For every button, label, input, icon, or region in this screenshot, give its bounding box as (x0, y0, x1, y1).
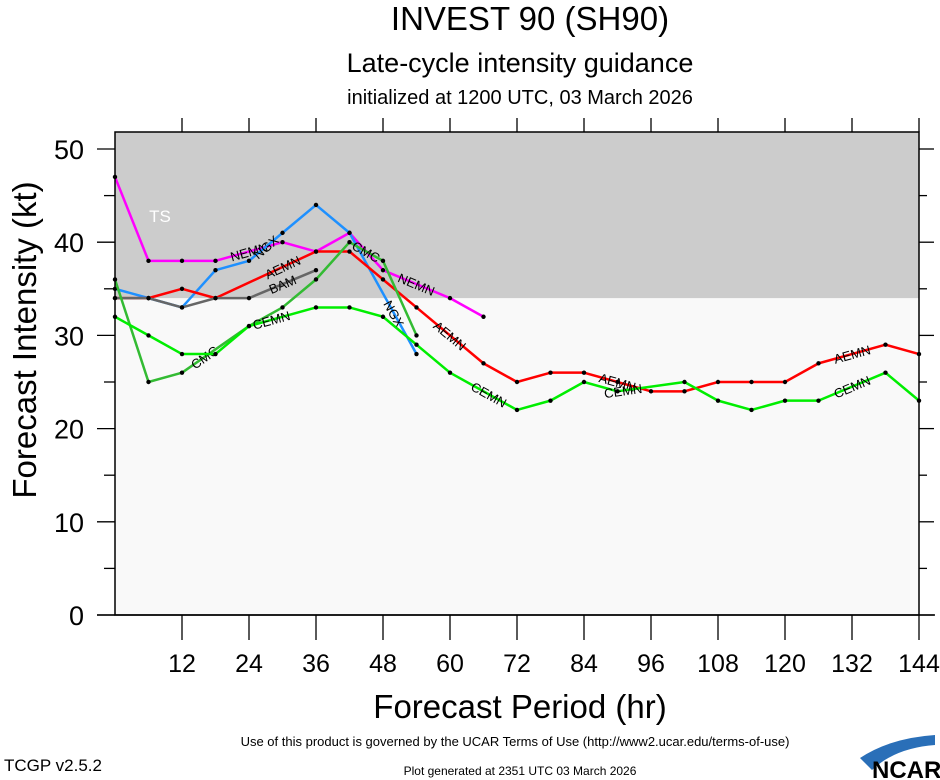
data-point-cmc (380, 258, 386, 264)
data-point-cemn (246, 323, 252, 329)
ncar-logo: NCAR (860, 735, 940, 780)
data-point-aemn (179, 286, 185, 291)
data-point-nemn (447, 295, 453, 301)
data-point-cmc (280, 305, 285, 310)
y-tick-label: 20 (54, 415, 84, 445)
data-point-aemn (615, 379, 620, 385)
series-label-cemn: CEMN (603, 381, 643, 401)
terms-of-use: Use of this product is governed by the U… (241, 734, 790, 749)
data-point-cemn (179, 351, 185, 357)
data-point-nemn (146, 258, 151, 264)
data-point-cemn (313, 305, 319, 310)
data-point-aemn (749, 379, 754, 385)
data-point-aemn (313, 249, 319, 254)
data-point-aemn (648, 389, 654, 394)
data-point-aemn (548, 370, 553, 375)
data-point-cemn (514, 407, 520, 413)
y-tick-label: 0 (69, 601, 84, 631)
data-point-cemn (347, 305, 352, 310)
data-point-cemn (782, 398, 788, 403)
plot-area: TSNEMNNEMNNGXNGXAEMNAEMNAEMNAEMNBAMCMCCM… (54, 118, 940, 678)
data-point-cemn (682, 379, 687, 385)
data-point-cemn (581, 379, 587, 385)
data-point-nemn (179, 258, 185, 264)
data-point-aemn (715, 379, 721, 385)
data-point-aemn (816, 361, 821, 366)
x-tick-label: 132 (831, 650, 873, 678)
data-point-cemn (883, 370, 888, 375)
data-point-bam (146, 295, 151, 301)
data-point-bam (313, 267, 319, 273)
data-point-aemn (514, 379, 520, 385)
data-point-cemn (146, 333, 151, 338)
x-axis-label: Forecast Period (hr) (373, 688, 666, 725)
generated-time: Plot generated at 2351 UTC 03 March 2026 (404, 764, 637, 778)
x-tick-label: 60 (436, 650, 464, 678)
data-point-aemn (682, 389, 687, 394)
data-point-cemn (548, 398, 553, 403)
y-axis-label: Forecast Intensity (kt) (6, 181, 43, 498)
data-point-bam (246, 295, 252, 301)
data-point-cmc (313, 277, 319, 282)
series-line-bam (115, 269, 317, 309)
data-point-ngx (280, 230, 285, 236)
y-tick-label: 30 (54, 321, 84, 351)
ncar-logo-swoosh-icon (860, 735, 935, 770)
data-point-nemn (213, 258, 218, 264)
ts-band-label: TS (149, 207, 171, 226)
x-tick-label: 108 (697, 650, 739, 678)
data-point-ngx (313, 202, 319, 208)
ncar-logo-text: NCAR (872, 757, 940, 780)
data-point-aemn (883, 342, 888, 347)
data-point-aemn (581, 370, 587, 375)
data-point-cemn (447, 370, 453, 375)
x-tick-label: 48 (369, 650, 397, 678)
chart-title: INVEST 90 (SH90) (391, 0, 669, 37)
series-line-nemn (113, 176, 485, 318)
data-point-ngx (414, 351, 419, 357)
data-point-cemn (414, 342, 419, 347)
y-tick-label: 50 (54, 135, 84, 165)
data-point-nemn (280, 240, 285, 245)
data-point-bam (213, 295, 218, 301)
x-tick-label: 36 (302, 650, 330, 678)
data-point-cmc (414, 333, 419, 338)
x-tick-label: 84 (570, 650, 598, 678)
ts-band (115, 132, 919, 299)
data-point-cemn (749, 407, 754, 413)
x-tick-label: 12 (168, 650, 196, 678)
data-point-nemn (380, 267, 386, 273)
data-point-cemn (380, 314, 386, 319)
data-point-cemn (615, 389, 620, 394)
x-tick-label: 96 (637, 650, 665, 678)
chart-init-time: initialized at 1200 UTC, 03 March 2026 (347, 87, 693, 109)
data-point-cemn (715, 398, 721, 403)
data-point-cmc (347, 240, 352, 245)
x-tick-label: 144 (898, 650, 940, 678)
y-tick-label: 40 (54, 228, 84, 258)
data-point-ngx (246, 258, 252, 264)
y-tick-label: 10 (54, 508, 84, 538)
data-point-aemn (782, 379, 788, 385)
x-tick-label: 72 (503, 650, 531, 678)
data-point-nemn (481, 314, 486, 319)
data-point-aemn (380, 277, 386, 282)
x-tick-label: 24 (235, 650, 263, 678)
data-point-ngx (347, 230, 352, 236)
version-label: TCGP v2.5.2 (4, 756, 102, 775)
data-point-aemn (414, 305, 419, 310)
x-tick-label: 120 (764, 650, 806, 678)
data-point-aemn (347, 249, 352, 254)
data-point-bam (179, 305, 185, 310)
data-point-cmc (146, 379, 151, 385)
data-point-cemn (816, 398, 821, 403)
data-point-aemn (481, 361, 486, 366)
data-point-cmc (179, 370, 185, 375)
chart-subtitle: Late-cycle intensity guidance (347, 48, 694, 78)
data-point-ngx (213, 267, 218, 273)
data-point-cemn (213, 351, 218, 357)
